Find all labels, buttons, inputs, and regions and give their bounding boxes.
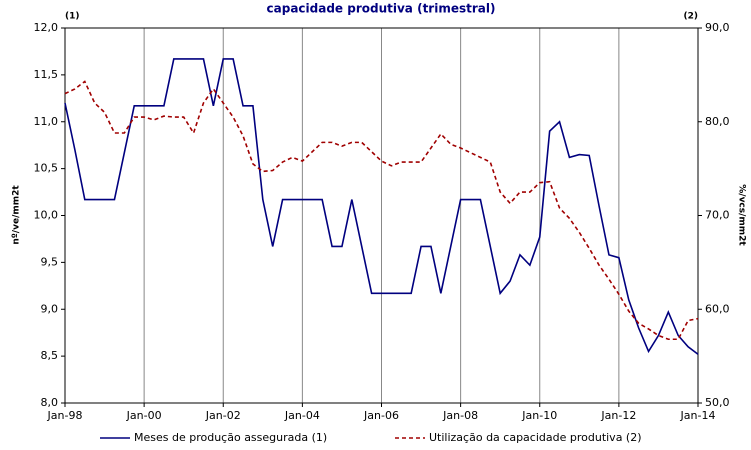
y-tick-label: 9,0 xyxy=(41,302,59,315)
x-tick-label: Jan-14 xyxy=(680,409,716,422)
chart-title: capacidade produtiva (trimestral) xyxy=(267,2,496,16)
y-tick-label: 8,5 xyxy=(41,349,59,362)
x-tick-label: Jan-02 xyxy=(205,409,241,422)
y-tick-label: 10,0 xyxy=(34,209,59,222)
y2-tick-label: 50,0 xyxy=(705,396,730,409)
x-tick-label: Jan-06 xyxy=(363,409,399,422)
x-tick-label: Jan-04 xyxy=(284,409,320,422)
x-tick-label: Jan-98 xyxy=(47,409,83,422)
plot-frame xyxy=(64,27,699,404)
y-tick-label: 11,5 xyxy=(34,68,59,81)
y-tick-label: 12,0 xyxy=(34,21,59,34)
legend-label: Meses de produção assegurada (1) xyxy=(134,431,327,444)
y2-tick-label: 60,0 xyxy=(705,302,730,315)
y2-axis-label: %/vcs/mm2t xyxy=(737,184,747,246)
x-tick-label: Jan-08 xyxy=(442,409,478,422)
y-tick-label: 11,0 xyxy=(34,115,59,128)
legend-label: Utilização da capacidade produtiva (2) xyxy=(429,431,642,444)
x-tick-label: Jan-12 xyxy=(600,409,636,422)
series-line xyxy=(64,58,699,355)
y2-tick-label: 80,0 xyxy=(705,115,730,128)
y-axis-label: nº/ve/mm2t xyxy=(12,185,22,245)
y2-tick-label: 70,0 xyxy=(705,209,730,222)
y2-tick-label: 90,0 xyxy=(705,21,730,34)
y-tick-label: 8,0 xyxy=(41,396,59,409)
y2-marker: (2) xyxy=(684,12,699,22)
x-tick-label: Jan-00 xyxy=(126,409,162,422)
y-tick-label: 9,5 xyxy=(41,255,59,268)
x-tick-label: Jan-10 xyxy=(521,409,557,422)
series-line xyxy=(64,80,699,341)
y-marker: (1) xyxy=(65,12,80,22)
y-tick-label: 10,5 xyxy=(34,162,59,175)
